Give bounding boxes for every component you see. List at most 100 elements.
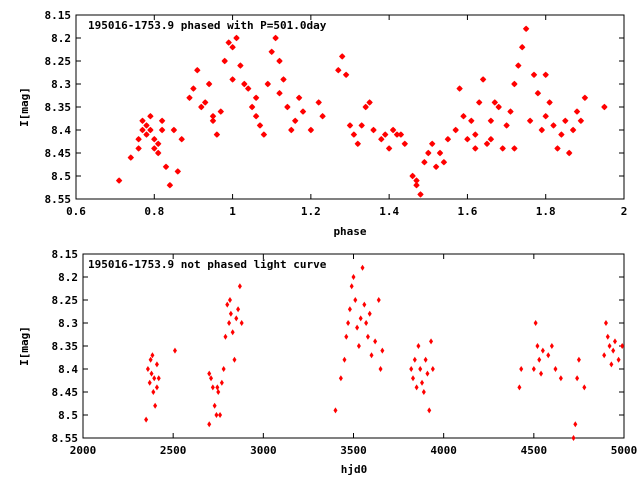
data-point [546, 352, 551, 359]
data-point [354, 140, 361, 147]
data-point [356, 343, 361, 349]
x-tick-label: 1 [229, 205, 236, 218]
data-point [430, 366, 435, 372]
data-point [476, 99, 483, 106]
x-tick-label: 3500 [340, 444, 367, 457]
data-point [376, 297, 381, 303]
data-point [174, 168, 181, 175]
y-tick-label: 8.55 [52, 432, 79, 445]
data-point [413, 182, 420, 189]
data-point [487, 117, 495, 124]
unphased-x-axis-title: hjd0 [341, 463, 368, 476]
data-point [429, 140, 436, 147]
data-point [147, 113, 154, 120]
data-point [214, 412, 219, 418]
data-point [315, 99, 322, 106]
data-point [483, 140, 491, 147]
data-point [338, 375, 343, 382]
x-tick-label: 1.6 [457, 205, 477, 218]
data-point [413, 177, 420, 184]
data-point [411, 375, 416, 382]
data-point [256, 122, 264, 129]
data-point [550, 122, 557, 129]
phased-y-ticks: 8.15 8.2 8.25 8.3 8.35 8.4 8.45 8.5 8.55 [45, 9, 624, 206]
data-point [216, 389, 221, 395]
x-tick-label: 3000 [250, 444, 277, 457]
data-point [252, 94, 260, 101]
data-point [549, 343, 554, 349]
data-point [346, 320, 351, 326]
data-point [170, 126, 178, 134]
unphased-plot-frame [82, 253, 625, 439]
data-point [232, 356, 237, 363]
data-point [335, 67, 342, 74]
data-point [432, 163, 440, 170]
data-point [127, 154, 134, 161]
data-point [581, 94, 589, 101]
data-point [452, 126, 459, 134]
data-point [537, 356, 542, 363]
y-tick-label: 8.25 [45, 55, 72, 68]
data-point [307, 126, 315, 134]
data-point [154, 361, 159, 368]
data-point [472, 145, 479, 152]
data-point [162, 163, 170, 170]
data-point [427, 407, 432, 414]
data-point [495, 103, 502, 111]
data-point [151, 136, 158, 143]
data-point [178, 136, 185, 143]
data-point [190, 85, 197, 92]
data-point [225, 301, 230, 308]
data-point [147, 379, 152, 386]
data-point [152, 375, 157, 382]
data-point [539, 370, 544, 377]
data-point [135, 145, 142, 152]
data-point [423, 356, 428, 363]
data-point [202, 99, 209, 106]
data-point [542, 71, 549, 78]
data-point [229, 76, 236, 83]
data-point [358, 122, 365, 129]
data-point [234, 315, 239, 322]
data-point [154, 384, 159, 391]
data-point [150, 352, 155, 359]
data-point [412, 356, 417, 363]
data-point [213, 131, 221, 138]
data-point [566, 149, 573, 157]
data-point [456, 85, 463, 92]
data-point [223, 333, 228, 340]
phased-points [115, 25, 608, 198]
data-point [522, 25, 530, 32]
data-point [156, 375, 161, 382]
data-point [503, 122, 510, 129]
data-point [577, 117, 585, 124]
data-point [360, 264, 365, 271]
y-tick-label: 8.4 [58, 363, 78, 376]
data-point [603, 320, 608, 326]
data-point [219, 379, 224, 386]
data-point [373, 338, 378, 345]
data-point [479, 76, 487, 83]
data-point [245, 85, 252, 92]
data-point [227, 297, 232, 303]
data-point [230, 329, 235, 336]
data-point [347, 306, 352, 313]
data-point [215, 384, 220, 391]
data-point [401, 140, 408, 147]
data-point [221, 366, 226, 372]
data-point [339, 53, 346, 60]
unphased-points [144, 264, 625, 441]
data-point [519, 44, 526, 51]
data-point [436, 149, 444, 157]
data-point [562, 117, 569, 124]
data-point [158, 126, 166, 134]
data-point [542, 113, 549, 120]
data-point [229, 44, 236, 51]
data-point [135, 136, 142, 143]
data-point [209, 117, 217, 124]
data-point [225, 39, 232, 46]
y-tick-label: 8.5 [58, 409, 78, 422]
data-point [260, 131, 268, 138]
data-point [472, 131, 479, 138]
